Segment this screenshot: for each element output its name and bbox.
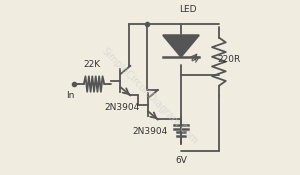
Text: 6V: 6V: [175, 156, 187, 165]
Text: 220R: 220R: [218, 55, 241, 64]
Polygon shape: [163, 35, 199, 57]
Text: LED: LED: [179, 5, 196, 14]
Text: 2N3904: 2N3904: [132, 127, 168, 136]
Text: In: In: [67, 91, 75, 100]
Text: SimpleCircuitDiagram.Com: SimpleCircuitDiagram.Com: [100, 46, 200, 146]
Text: 22K: 22K: [84, 60, 101, 69]
Text: 2N3904: 2N3904: [105, 103, 140, 112]
